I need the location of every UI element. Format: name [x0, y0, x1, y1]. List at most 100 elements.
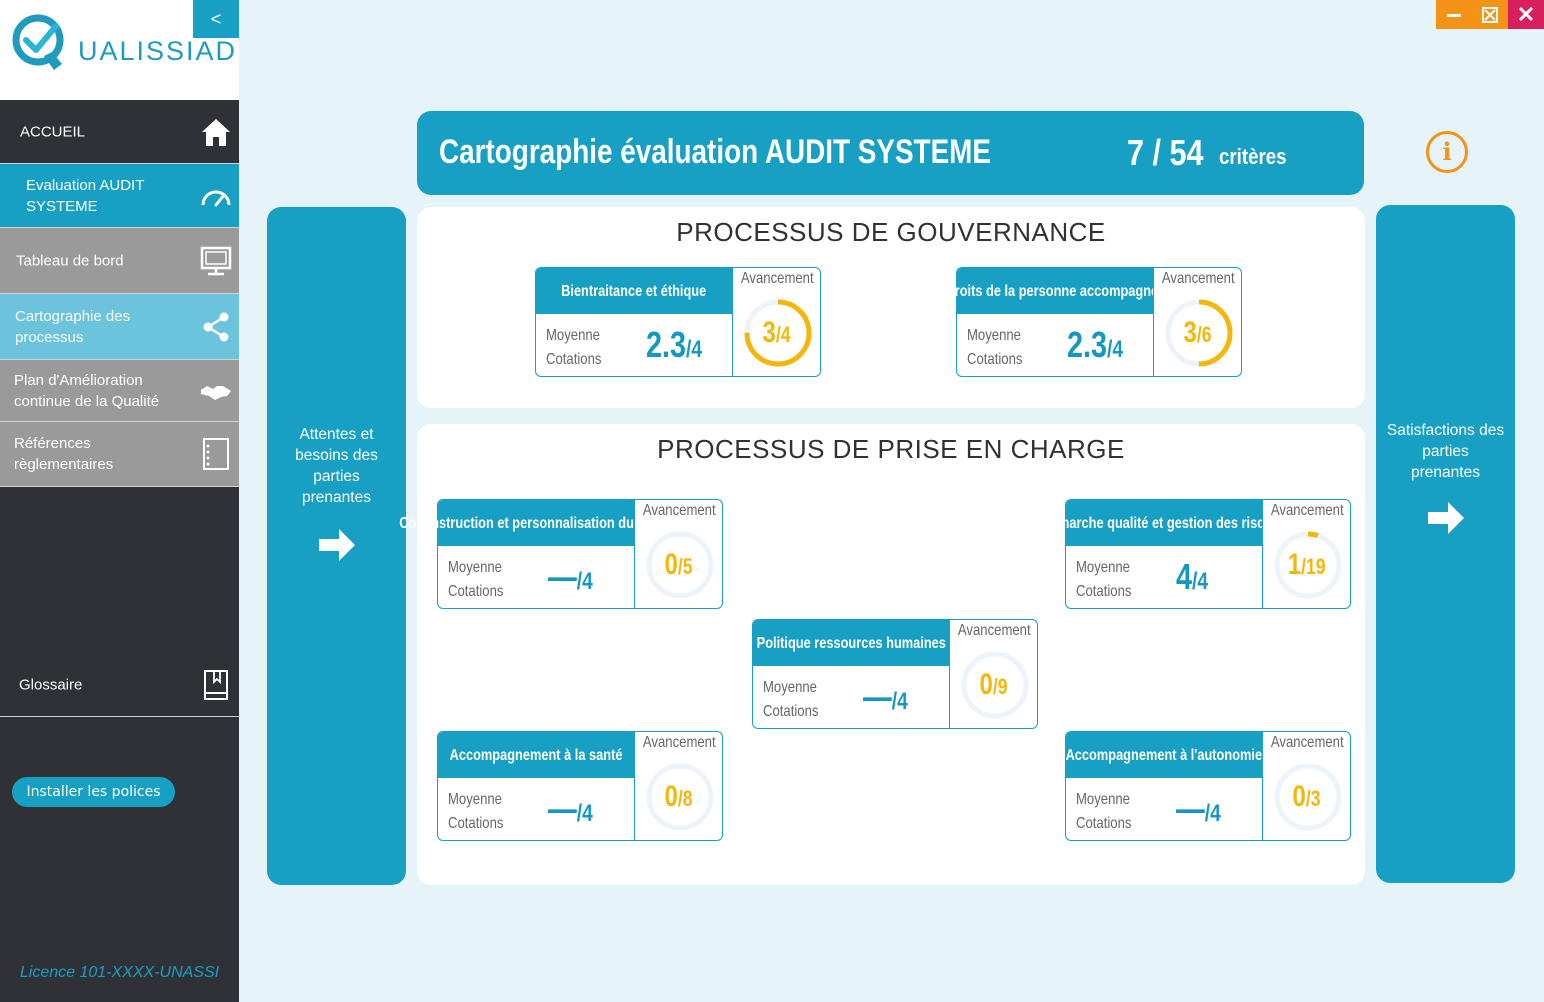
progress-ring-track	[646, 531, 714, 599]
moyenne-cotations-label: Moyenne Cotations	[763, 676, 818, 724]
average-score: —/4	[548, 788, 612, 830]
average-score-value: 2.3	[646, 324, 687, 365]
moyenne-label: Moyenne	[448, 559, 502, 576]
book-icon	[204, 670, 228, 700]
maximize-icon	[1482, 7, 1498, 23]
sidebar-item-label: Evaluation AUDIT SYSTEME	[26, 176, 145, 215]
sidebar-item-label: Cartographie des processus	[15, 307, 131, 346]
avancement-label: Avancement	[1270, 502, 1344, 519]
card-title-text: Droits de la personne accompagnée	[945, 282, 1165, 300]
logo-q-icon	[12, 14, 64, 70]
progress-ring-track	[1274, 763, 1342, 831]
average-score: —/4	[1176, 788, 1240, 830]
average-score-max: /4	[891, 688, 908, 715]
process-card-coconstruction[interactable]: Coconstruction et personnalisation du pr…	[399, 499, 723, 609]
moyenne-cotations-label: Moyenne Cotations	[546, 324, 601, 372]
process-card-autonomie[interactable]: Accompagnement à l'autonomie Moyenne Cotat…	[1065, 731, 1351, 841]
progress-num: 0	[664, 780, 679, 813]
card-title-text: Bientraitance et éthique	[561, 282, 707, 300]
card-title: Droits de la personne accompagnée	[945, 268, 1165, 314]
close-button[interactable]	[1508, 0, 1544, 29]
progress-ring	[1274, 763, 1342, 831]
sidebar-item-label: ACCUEIL	[20, 123, 86, 140]
criteria-count: 7 / 54	[1127, 132, 1204, 173]
maximize-button[interactable]	[1472, 0, 1508, 29]
progress-ring-track	[646, 763, 714, 831]
info-icon[interactable]: i	[1426, 131, 1468, 173]
speedometer-icon	[201, 190, 231, 206]
progress-ring	[1274, 531, 1342, 599]
progress-num: 3	[762, 316, 777, 349]
card-title: Accompagnement à l'autonomie	[1066, 732, 1262, 778]
logo-text: UALISSIAD	[78, 36, 238, 66]
card-divider	[949, 620, 950, 728]
sidebar-item-references[interactable]: Références règlementaires	[0, 422, 239, 487]
sidebar-item-accueil[interactable]: ACCUEIL	[0, 100, 239, 164]
sidebar-item-plan-amelioration[interactable]: Plan d'Amélioration continue de la Quali…	[0, 360, 239, 422]
cotations-label: Cotations	[763, 703, 819, 720]
home-icon	[202, 118, 230, 146]
card-title-text: Accompagnement à la santé	[449, 746, 623, 764]
process-card-politique-rh[interactable]: Politique ressources humaines Moyenne Cota…	[752, 619, 1038, 729]
cotations-label: Cotations	[546, 351, 602, 368]
card-divider	[634, 732, 635, 840]
avancement-label: Avancement	[740, 270, 814, 287]
attentes-panel[interactable]: Attentes et besoins des parties prenante…	[267, 207, 406, 885]
average-score-value: 2.3	[1067, 324, 1108, 365]
card-title: Accompagnement à la santé	[438, 732, 634, 778]
progress-den: /8	[678, 786, 694, 811]
satisfactions-panel[interactable]: Satisfactions des parties prenantes	[1376, 205, 1515, 883]
avancement-label: Avancement	[1161, 270, 1235, 287]
page-header: Cartographie évaluation AUDIT SYSTEME 7 …	[417, 111, 1364, 195]
sidebar-item-cartographie[interactable]: Cartographie des processus	[0, 294, 239, 360]
card-divider	[732, 268, 733, 376]
sidebar-item-glossaire[interactable]: Glossaire	[0, 654, 239, 717]
progress-ring	[961, 651, 1029, 719]
sidebar: UALISSIAD < ACCUEIL Evaluation AUDIT SYS…	[0, 0, 239, 1002]
card-title-text: Politique ressources humaines	[756, 634, 946, 652]
progress-ring-fill	[1165, 299, 1233, 367]
process-card-demarche-qualite[interactable]: Démarche qualité et gestion des risques M…	[1041, 499, 1351, 609]
criteria-unit: critères	[1219, 144, 1287, 169]
process-card-droits[interactable]: Droits de la personne accompagnée Moyenne…	[945, 267, 1242, 377]
average-score-max: /4	[1107, 336, 1124, 363]
average-score-max: /4	[576, 568, 593, 595]
progress-value: 3/4	[733, 316, 821, 350]
average-score-value: 4	[1176, 556, 1193, 597]
process-card-sante[interactable]: Accompagnement à la santé Moyenne Cotation…	[437, 731, 723, 841]
arrow-right-icon	[319, 529, 355, 561]
sidebar-item-label: Références règlementaires	[14, 435, 114, 473]
card-divider	[634, 500, 635, 608]
average-score-value: —	[1176, 788, 1205, 829]
monitor-icon	[200, 246, 232, 275]
progress-num: 0	[664, 548, 679, 581]
satisfactions-panel-label: Satisfactions des parties prenantes	[1386, 422, 1505, 481]
moyenne-label: Moyenne	[546, 327, 600, 344]
progress-num: 0	[1292, 780, 1307, 813]
page-title: Cartographie évaluation AUDIT SYSTEME	[439, 133, 992, 171]
card-title: Coconstruction et personnalisation du pr…	[399, 500, 673, 546]
average-score-value: —	[548, 556, 577, 597]
process-card-bientraitance[interactable]: Bientraitance et éthique Moyenne Cotations…	[535, 267, 821, 377]
progress-value: 0/9	[950, 668, 1038, 702]
average-score-max: /4	[1204, 800, 1221, 827]
average-score: —/4	[863, 676, 927, 718]
progress-den: /4	[776, 322, 792, 347]
progress-den: /5	[678, 554, 694, 579]
install-fonts-button[interactable]: Installer les polices	[12, 777, 175, 807]
progress-value: 1/19	[1263, 548, 1351, 582]
moyenne-cotations-label: Moyenne Cotations	[1076, 556, 1131, 604]
cotations-label: Cotations	[1076, 583, 1132, 600]
share-icon	[203, 312, 229, 341]
moyenne-label: Moyenne	[448, 791, 502, 808]
sidebar-item-label: Glossaire	[19, 676, 83, 694]
progress-num: 3	[1183, 316, 1198, 349]
gouvernance-title: PROCESSUS DE GOUVERNANCE	[676, 217, 1106, 247]
sidebar-item-evaluation[interactable]: Evaluation AUDIT SYSTEME	[0, 164, 239, 228]
sidebar-item-tableau-de-bord[interactable]: Tableau de bord	[0, 228, 239, 294]
minimize-button[interactable]	[1436, 0, 1472, 29]
cotations-label: Cotations	[1076, 815, 1132, 832]
average-score-max: /4	[686, 336, 703, 363]
collapse-sidebar-button[interactable]: <	[193, 0, 239, 38]
moyenne-label: Moyenne	[1076, 559, 1130, 576]
